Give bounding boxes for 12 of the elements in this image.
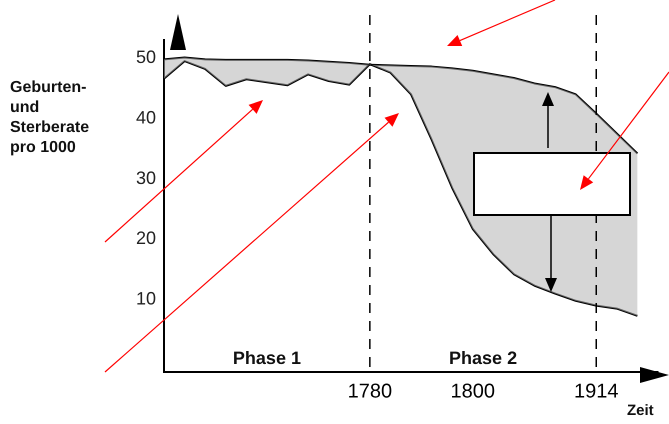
x-tick-label: 1780 [348, 380, 392, 403]
x-axis-title: Zeit [627, 402, 654, 419]
x-tick-label: 1800 [450, 380, 496, 403]
x-tick-label: 1914 [574, 380, 619, 403]
annotation: Phase 1 [232, 348, 301, 368]
y-tick-label: 50 [136, 47, 156, 68]
y-tick-label: 30 [136, 168, 156, 188]
annotation: Phase 2 [449, 348, 518, 368]
y-tick-label: 40 [136, 107, 156, 128]
y-tick-label: 10 [136, 288, 156, 309]
y-tick-label: 20 [136, 228, 156, 248]
y-axis-title: Geburten- und Sterberate pro 1000 [10, 78, 90, 158]
